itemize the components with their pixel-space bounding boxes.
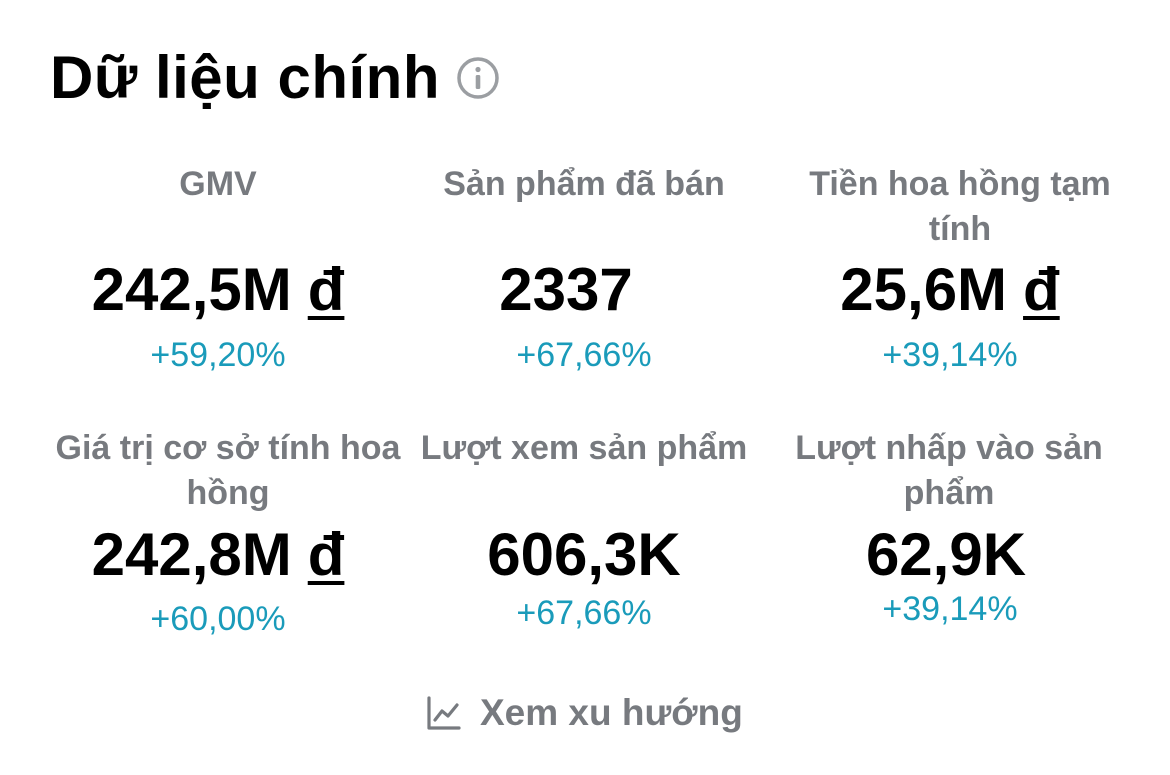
header: Dữ liệu chính [50, 40, 500, 116]
metric-value: 242,8M đ [38, 520, 398, 590]
metric-number: 606,3K [487, 521, 681, 588]
metric-number: 2337 [499, 256, 633, 323]
currency-symbol: đ [1023, 256, 1060, 323]
metric-number: 242,5M [91, 256, 292, 323]
metric-value: 606,3K [404, 520, 764, 590]
metric-label: GMV [179, 165, 257, 203]
metric-delta: +67,66% [516, 594, 652, 632]
page-title: Dữ liệu chính [50, 44, 440, 111]
currency-symbol: đ [307, 256, 345, 323]
metric-value: 2337 [368, 255, 764, 325]
metric-number: 62,9K [865, 521, 1027, 588]
metric-delta: +67,66% [516, 336, 652, 374]
metric-delta: +39,14% [882, 590, 1018, 628]
metric-label: Tiền hoa hồng tạm tính [809, 165, 1111, 248]
view-trend-button[interactable]: Xem xu hướng [426, 692, 743, 734]
metric-number: 25,6M [840, 256, 1008, 323]
view-trend-label: Xem xu hướng [480, 692, 743, 733]
metric-value: 242,5M đ [38, 255, 398, 325]
metric-label: Sản phẩm đã bán [443, 165, 725, 203]
info-icon[interactable] [456, 56, 500, 100]
metric-value: 62,9K [762, 520, 1130, 590]
currency-symbol: đ [307, 521, 345, 588]
metric-delta: +60,00% [150, 600, 286, 638]
metric-delta: +39,14% [882, 336, 1018, 374]
metric-label: Giá trị cơ sở tính hoa hồng [55, 429, 401, 512]
metric-value: 25,6M đ [770, 255, 1130, 325]
metric-label: Lượt xem sản phẩm [420, 429, 748, 467]
metric-delta: +59,20% [150, 336, 286, 374]
line-chart-icon [427, 696, 461, 730]
metric-label: Lượt nhấp vào sản phẩm [795, 429, 1103, 512]
metric-number: 242,8M [91, 521, 292, 588]
